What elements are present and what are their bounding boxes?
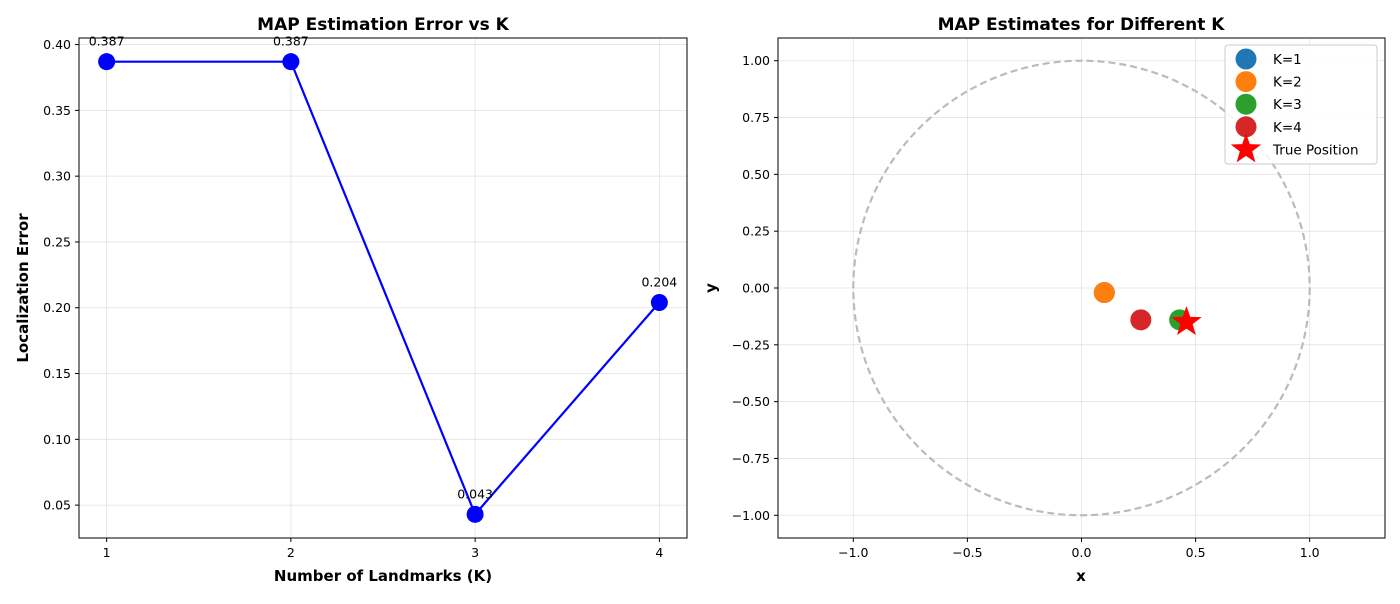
y-tick-label: 0.05 <box>43 498 71 513</box>
legend-marker <box>1230 133 1262 163</box>
estimates-chart-y-ticks: −1.00 −0.75 −0.50 −0.25 0.00 0.25 0.50 0.75 1.00 <box>732 53 778 523</box>
estimates-chart-x-label: x <box>1076 567 1086 585</box>
y-tick-label: 0.50 <box>742 167 770 182</box>
error-data-point <box>98 53 116 71</box>
legend-marker <box>1235 48 1257 70</box>
y-tick-label: 1.00 <box>742 53 770 68</box>
error-chart-grid <box>79 38 687 538</box>
estimates-chart-legend: K=1 K=2 K=3 K=4 True Position <box>1224 44 1378 165</box>
y-tick-label: 0.15 <box>43 366 71 381</box>
y-tick-label: 0.10 <box>43 432 71 447</box>
x-tick-label: 1.0 <box>1300 545 1320 560</box>
legend-marker <box>1235 93 1257 115</box>
y-tick-label: 0.25 <box>43 234 71 249</box>
estimates-chart: −1.0 −0.5 0.0 0.5 1.0 −1.00 −0.75 −0.50 −0.25 0.… <box>702 15 1386 585</box>
true-position-marker <box>1171 306 1202 336</box>
y-tick-label: 0.00 <box>742 281 770 296</box>
estimates-chart-y-label: y <box>702 283 720 293</box>
estimates-chart-x-ticks: −1.0 −0.5 0.0 0.5 1.0 <box>838 538 1320 560</box>
x-tick-label: 0.0 <box>1072 545 1092 560</box>
error-data-point <box>650 293 668 311</box>
estimates-chart-plot <box>852 59 1311 517</box>
x-tick-label: −0.5 <box>952 545 982 560</box>
x-tick-label: 3 <box>471 545 479 560</box>
estimate-point-k2 <box>1093 282 1115 304</box>
error-data-label: 0.387 <box>273 34 309 49</box>
legend-label: True Position <box>1272 142 1359 158</box>
error-data-point <box>282 53 300 71</box>
estimates-chart-title: MAP Estimates for Different K <box>938 15 1226 35</box>
error-chart-y-label: Localization Error <box>14 213 32 363</box>
error-data-point <box>466 505 484 523</box>
error-chart-y-ticks: 0.05 0.10 0.15 0.20 0.25 0.30 0.35 0.40 <box>43 37 79 513</box>
y-tick-label: 0.25 <box>742 224 770 239</box>
error-chart-title: MAP Estimation Error vs K <box>257 15 509 35</box>
y-tick-label: 0.40 <box>43 37 71 52</box>
x-tick-label: 4 <box>655 545 663 560</box>
legend-marker <box>1235 71 1257 93</box>
x-tick-label: 2 <box>287 545 295 560</box>
error-series-line <box>106 60 661 517</box>
legend-box <box>1224 44 1378 165</box>
y-tick-label: −0.50 <box>732 394 770 409</box>
legend-marker <box>1235 116 1257 138</box>
legend-label: K=1 <box>1273 52 1302 68</box>
error-chart-plot: 0.387 0.387 0.043 0.204 <box>89 34 677 523</box>
estimate-point-k4 <box>1130 309 1152 331</box>
y-tick-label: −1.00 <box>732 508 770 523</box>
y-tick-label: −0.75 <box>732 451 770 466</box>
x-tick-label: 0.5 <box>1186 545 1206 560</box>
legend-label: K=4 <box>1273 120 1302 136</box>
y-tick-label: −0.25 <box>732 337 770 352</box>
y-tick-label: 0.35 <box>43 103 71 118</box>
legend-label: K=3 <box>1273 97 1302 113</box>
y-tick-label: 0.20 <box>43 300 71 315</box>
error-data-label: 0.204 <box>641 274 677 289</box>
error-chart-x-ticks: 1 2 3 4 <box>103 538 663 560</box>
x-tick-label: 1 <box>103 545 111 560</box>
y-tick-label: 0.30 <box>43 169 71 184</box>
error-data-label: 0.043 <box>457 486 493 501</box>
error-chart-frame <box>78 37 688 539</box>
x-tick-label: −1.0 <box>838 545 868 560</box>
landmark-circle <box>852 59 1311 517</box>
error-chart-x-label: Number of Landmarks (K) <box>274 567 492 585</box>
legend-label: K=2 <box>1273 75 1302 91</box>
y-tick-label: 0.75 <box>742 110 770 125</box>
error-data-label: 0.387 <box>89 34 125 49</box>
